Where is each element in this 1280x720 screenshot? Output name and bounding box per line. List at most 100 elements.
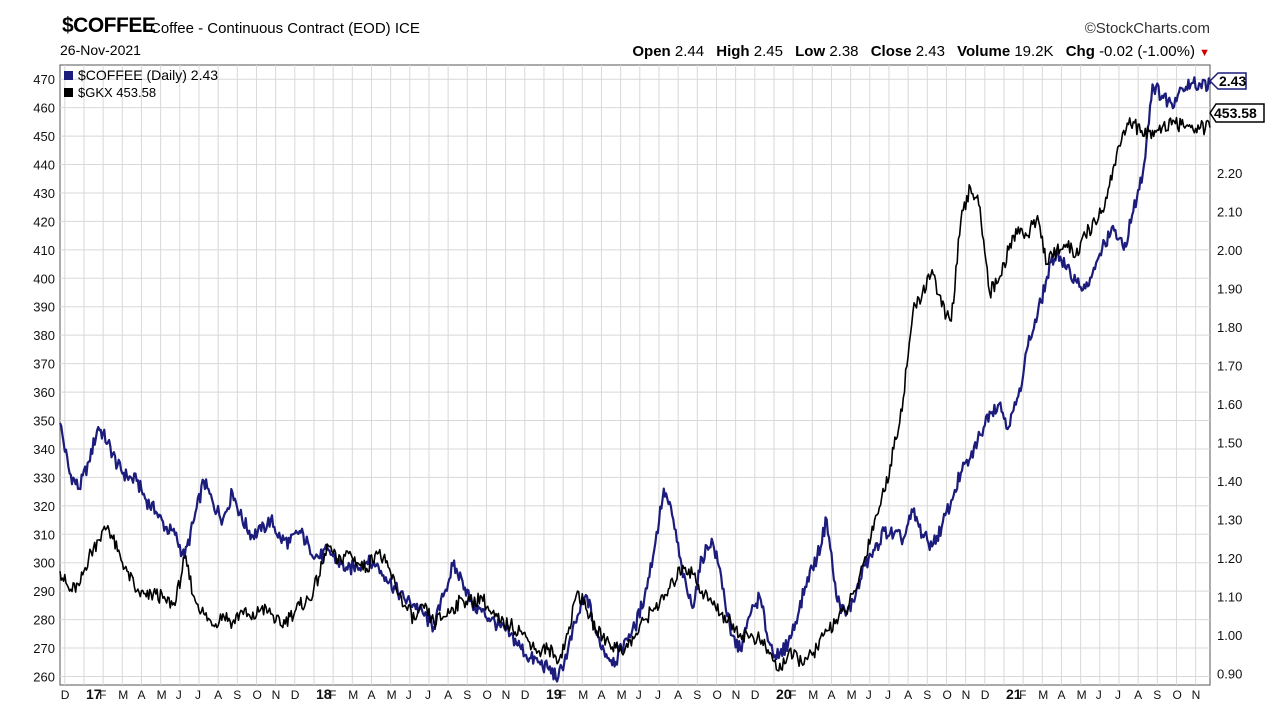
x-axis: D 17F M A M J J A S O N D 18F M A M J J A S O N D 19F M A M J J A S O N D…: [61, 686, 1201, 702]
x-tick-month: O: [1172, 688, 1181, 702]
x-tick-month: D: [521, 688, 530, 702]
close-value: 2.43: [915, 43, 945, 60]
right-tick-label: 2.00: [1217, 243, 1242, 258]
close-label: Close: [870, 43, 912, 60]
x-tick-month: F: [789, 688, 796, 702]
chart-symbol: $COFFEE: [62, 14, 156, 37]
left-tick-label: 430: [33, 186, 55, 201]
right-tick-label: 1.20: [1217, 551, 1242, 566]
x-tick-month: A: [1057, 688, 1065, 702]
x-tick-month: A: [214, 688, 222, 702]
price-tag-gkx: 453.58: [1209, 103, 1265, 123]
x-tick-month: M: [387, 688, 397, 702]
x-tick-year: 20: [776, 686, 792, 702]
open-label: Open: [632, 43, 671, 60]
left-axis: 260 270 280 290 300 310 320 330 340 350 360 370 380 3…: [33, 72, 55, 684]
left-tick-label: 450: [33, 129, 55, 144]
x-tick-month: M: [348, 688, 358, 702]
x-tick-month: J: [425, 688, 431, 702]
left-tick-label: 350: [33, 414, 55, 429]
x-tick-month: A: [674, 688, 682, 702]
left-tick-label: 460: [33, 101, 55, 116]
stockcharts-credit[interactable]: ©StockCharts.com: [1084, 20, 1210, 37]
right-tick-label: 1.50: [1217, 435, 1242, 450]
left-tick-label: 290: [33, 584, 55, 599]
right-tick-label: 0.90: [1217, 666, 1242, 681]
right-tick-label: 1.00: [1217, 628, 1242, 643]
series-line-gkx: [59, 116, 1211, 672]
x-tick-month: O: [942, 688, 951, 702]
left-tick-label: 390: [33, 300, 55, 315]
high-label: High: [716, 43, 750, 60]
x-tick-month: J: [195, 688, 201, 702]
legend-coffee: $COFFEE (Daily) 2.43: [78, 67, 218, 83]
x-tick-month: N: [272, 688, 281, 702]
chg-label: Chg: [1065, 43, 1095, 60]
x-tick-month: M: [617, 688, 627, 702]
x-tick-month: M: [1038, 688, 1048, 702]
right-tick-label: 2.20: [1217, 166, 1242, 181]
legend-gkx: $GKX 453.58: [78, 85, 156, 100]
x-tick-month: D: [61, 688, 70, 702]
low-label: Low: [795, 43, 826, 60]
x-tick-month: S: [463, 688, 471, 702]
x-tick-month: M: [808, 688, 818, 702]
chart-date: 26-Nov-2021: [60, 42, 141, 58]
x-tick-month: D: [291, 688, 300, 702]
series-lines: [58, 76, 1212, 683]
x-tick-month: N: [502, 688, 511, 702]
right-tick-label: 1.30: [1217, 512, 1242, 527]
x-tick-month: A: [137, 688, 145, 702]
x-tick-month: D: [751, 688, 760, 702]
left-tick-label: 270: [33, 641, 55, 656]
left-tick-label: 360: [33, 385, 55, 400]
x-tick-year: 17: [86, 686, 102, 702]
left-tick-label: 330: [33, 470, 55, 485]
right-tick-label: 2.10: [1217, 204, 1242, 219]
x-tick-year: 19: [546, 686, 562, 702]
series-line-coffee: [58, 76, 1212, 683]
left-tick-label: 310: [33, 527, 55, 542]
x-tick-month: J: [1096, 688, 1102, 702]
x-tick-month: F: [559, 688, 566, 702]
x-tick-month: J: [885, 688, 891, 702]
open-value: 2.44: [674, 43, 705, 60]
x-tick-month: N: [732, 688, 741, 702]
left-tick-label: 410: [33, 243, 55, 258]
x-tick-month: S: [1153, 688, 1161, 702]
x-tick-month: A: [827, 688, 835, 702]
x-tick-month: A: [1134, 688, 1142, 702]
left-tick-label: 300: [33, 556, 55, 571]
x-tick-month: F: [329, 688, 336, 702]
x-tick-month: J: [1115, 688, 1121, 702]
x-tick-year: 21: [1006, 686, 1022, 702]
left-tick-label: 420: [33, 214, 55, 229]
x-tick-month: M: [578, 688, 588, 702]
x-tick-month: N: [1192, 688, 1201, 702]
right-tick-label: 1.60: [1217, 397, 1242, 412]
x-tick-month: M: [1077, 688, 1087, 702]
x-tick-month: M: [847, 688, 857, 702]
price-tag-coffee-text: 2.43: [1219, 73, 1246, 89]
ohlc-bar: Open 2.44 High 2.45 Low 2.38 Close 2.43 …: [624, 43, 1210, 60]
price-tag-gkx-text: 453.58: [1214, 105, 1257, 121]
plot-frame: [59, 64, 1211, 686]
chart-description: Coffee - Continuous Contract (EOD) ICE: [150, 20, 420, 37]
high-value: 2.45: [753, 43, 783, 60]
down-arrow-icon: ▼: [1199, 47, 1210, 59]
x-tick-month: F: [1019, 688, 1026, 702]
right-axis: 0.90 1.00 1.10 1.20 1.30 1.40 1.50 1.60 1.70 1.80…: [1217, 166, 1242, 682]
right-tick-label: 1.10: [1217, 589, 1242, 604]
low-value: 2.38: [829, 43, 859, 60]
right-tick-label: 1.80: [1217, 320, 1242, 335]
x-tick-month: A: [904, 688, 912, 702]
x-tick-month: N: [962, 688, 971, 702]
left-tick-label: 340: [33, 442, 55, 457]
x-tick-month: F: [99, 688, 106, 702]
x-tick-month: J: [655, 688, 661, 702]
price-tag-coffee: 2.43: [1208, 72, 1247, 90]
x-tick-month: O: [712, 688, 721, 702]
x-tick-month: J: [406, 688, 412, 702]
legend-swatch-gkx: [64, 88, 73, 97]
